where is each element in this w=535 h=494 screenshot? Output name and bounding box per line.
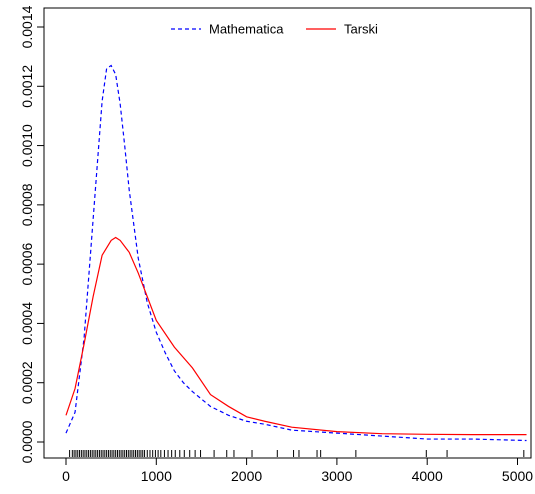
y-tick-label: 0.0012 bbox=[19, 65, 35, 108]
y-tick-label: 0.0014 bbox=[19, 5, 35, 48]
x-tick-label: 0 bbox=[62, 468, 70, 484]
x-tick-label: 2000 bbox=[231, 468, 262, 484]
y-tick-label: 0.0008 bbox=[19, 183, 35, 226]
axes: 0 1000 2000 3000 4000 5000 0.0000 0.0002 0.0004 0… bbox=[19, 5, 533, 484]
y-tick-label: 0.0004 bbox=[19, 302, 35, 345]
series-line-mathematica bbox=[65, 64, 527, 442]
legend-label-tarski: Tarski bbox=[344, 22, 378, 37]
x-tick-label: 4000 bbox=[412, 468, 443, 484]
x-tick-label: 1000 bbox=[141, 468, 172, 484]
series-lines bbox=[65, 64, 527, 442]
legend-label-mathematica: Mathematica bbox=[209, 22, 284, 37]
x-tick-label: 3000 bbox=[321, 468, 352, 484]
plot-frame bbox=[43, 7, 532, 459]
y-tick-label: 0.0000 bbox=[19, 420, 35, 463]
x-tick-label: 5000 bbox=[502, 468, 533, 484]
series-line-tarski bbox=[65, 236, 527, 436]
y-tick-label: 0.0010 bbox=[19, 124, 35, 167]
y-tick-label: 0.0006 bbox=[19, 243, 35, 286]
rug-marks bbox=[69, 450, 525, 457]
y-tick-label: 0.0002 bbox=[19, 361, 35, 404]
legend: Mathematica Tarski bbox=[171, 22, 378, 37]
